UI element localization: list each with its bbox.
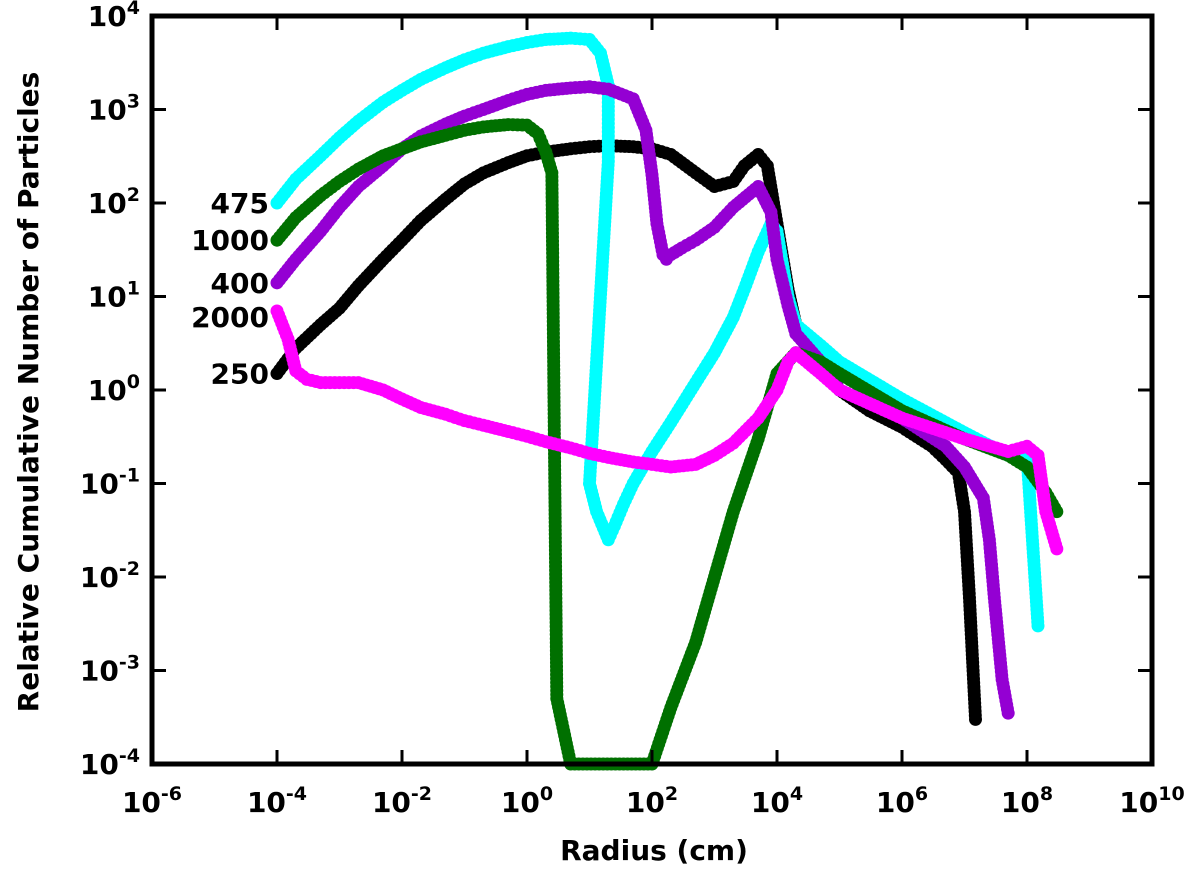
x-tick-label: 108 (1001, 783, 1053, 819)
data-points-layer (270, 31, 1064, 771)
series-2 (270, 31, 1045, 633)
series-4 (270, 118, 1064, 771)
y-tick-label: 101 (88, 278, 140, 314)
tick-marks-layer (150, 14, 1154, 766)
x-tick-label: 106 (876, 783, 928, 819)
series-1 (270, 139, 983, 726)
data-point (1050, 542, 1064, 556)
series-5 (270, 304, 1064, 556)
x-tick-label: 10-2 (372, 783, 432, 819)
data-point (1001, 706, 1015, 720)
y-tick-label: 10-4 (80, 745, 140, 781)
x-tick-label: 104 (751, 783, 803, 819)
x-tick-label: 1010 (1119, 783, 1184, 819)
y-tick-label: 10-2 (80, 558, 140, 594)
data-point (1031, 619, 1045, 633)
y-tick-label: 10-3 (80, 652, 140, 688)
x-tick-labels: 10-6 10-4 10-2 100 102 104 106 108 1010 (122, 783, 1185, 819)
y-tick-label: 103 (88, 91, 140, 127)
curve-label: 400 (211, 267, 269, 300)
data-point (1050, 505, 1064, 519)
y-tick-label: 104 (88, 0, 140, 33)
x-tick-label: 102 (626, 783, 678, 819)
y-tick-label: 10-1 (80, 465, 140, 501)
x-axis-title: Radius (cm) (560, 834, 748, 867)
y-tick-labels: 10-4 10-3 10-2 10-1 100 101 102 103 104 (80, 0, 140, 781)
curve-label: 1000 (191, 224, 269, 257)
x-tick-label: 100 (501, 783, 553, 819)
y-tick-label: 100 (88, 371, 140, 407)
y-axis-title: Relative Cumulative Number of Particles (12, 72, 45, 713)
x-tick-label: 10-4 (247, 783, 307, 819)
data-point (969, 712, 983, 726)
curve-label: 250 (211, 358, 269, 391)
curve-label: 2000 (191, 301, 269, 334)
x-tick-label: 10-6 (122, 783, 182, 819)
curve-label: 475 (211, 187, 269, 220)
y-tick-label: 102 (88, 184, 140, 220)
